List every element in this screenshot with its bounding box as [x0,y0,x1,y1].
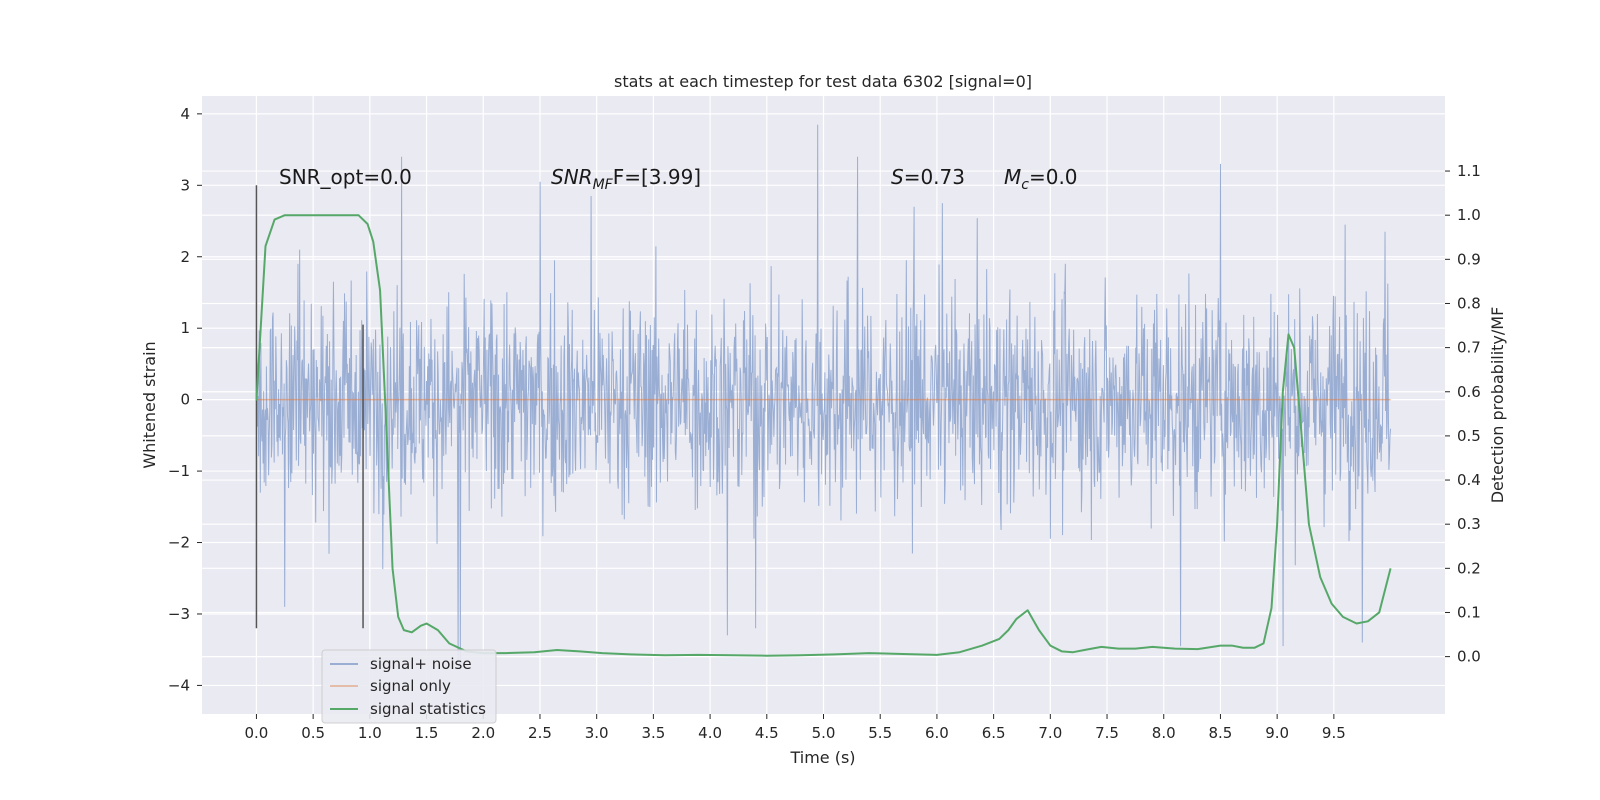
annotation-mc-symbol: M [1004,165,1021,189]
y2-tick-label-8: 0.8 [1457,294,1481,312]
y2-tick-label-4: 0.4 [1457,471,1481,489]
y2-tick-label-5: 0.5 [1457,427,1481,445]
y-axis-label: Whitened strain [140,341,159,468]
x-tick-label-9: 4.5 [755,724,779,742]
x-tick-label-16: 8.0 [1152,724,1176,742]
x-tick-label-10: 5.0 [812,724,836,742]
y2-tick-label-10: 1.0 [1457,206,1481,224]
y2-tick-label-2: 0.2 [1457,559,1481,577]
noise-line [255,124,1392,664]
annotation-s-value: =0.73 [904,165,965,189]
x-tick-label-3: 1.5 [415,724,439,742]
x-axis-ticks: 0.0 0.5 1.0 1.5 2.0 2.5 3.0 3.5 4.0 4.5 5.0 5.5 6.0 6… [245,714,1346,742]
x-tick-label-4: 2.0 [471,724,495,742]
annotation-s: S=0.73 [891,165,965,189]
signal-statistics-series [255,214,1392,657]
y-tick-label-8: 4 [180,105,190,123]
x-tick-label-6: 3.0 [585,724,609,742]
x-tick-label-7: 3.5 [641,724,665,742]
y-tick-label-6: 2 [180,248,190,266]
statistics-line [255,214,1392,657]
legend-label-statistics: signal statistics [370,700,486,718]
x-axis-label: Time (s) [789,748,855,767]
x-tick-label-18: 9.0 [1265,724,1289,742]
annotation-snr-mf-subscript: MF [593,177,614,193]
x-tick-label-17: 8.5 [1209,724,1233,742]
annotation-snr-mf-symbol: SNR [551,165,593,189]
x-tick-label-13: 6.5 [982,724,1006,742]
x-tick-label-1: 0.5 [301,724,325,742]
x-tick-label-11: 5.5 [868,724,892,742]
annotation-snr-mf: SNRMFF=[3.99] [551,165,701,193]
annotation-snr-mf-value: F=[3.99] [613,165,701,189]
annotation-snr-opt: SNR_opt=0.0 [279,165,412,189]
y-tick-label-0: −4 [168,676,190,694]
y-tick-label-1: −3 [168,605,190,623]
x-tick-label-15: 7.5 [1095,724,1119,742]
chart-title: stats at each timestep for test data 630… [614,72,1032,91]
legend-label-noise: signal+ noise [370,655,472,673]
y-axis-ticks: −4 −3 −2 −1 0 1 2 3 4 [168,105,202,694]
annotation-mc-subscript: c [1021,177,1029,193]
x-tick-label-5: 2.5 [528,724,552,742]
legend: signal+ noise signal only signal statist… [321,649,497,724]
x-tick-label-2: 1.0 [358,724,382,742]
y2-tick-label-3: 0.3 [1457,515,1481,533]
y2-tick-label-9: 0.9 [1457,250,1481,268]
y-tick-label-2: −2 [168,534,190,552]
legend-label-signal-only: signal only [370,677,451,695]
annotation-s-symbol: S [891,165,904,189]
x-tick-label-12: 6.0 [925,724,949,742]
y2-tick-label-1: 0.1 [1457,603,1481,621]
y2-tick-label-11: 1.1 [1457,162,1481,180]
annotation-mc: Mc=0.0 [1004,165,1078,193]
x-tick-label-19: 9.5 [1322,724,1346,742]
y-tick-label-7: 3 [180,176,190,194]
x-tick-label-8: 4.0 [698,724,722,742]
vertical-markers [255,185,364,629]
y-tick-label-4: 0 [180,391,190,409]
signal-noise-series [255,124,1392,664]
y2-axis-ticks: 0.0 0.1 0.2 0.3 0.4 0.5 0.6 0.7 0.8 0.9 1.0 1.1 [1445,162,1481,666]
y2-tick-label-6: 0.6 [1457,383,1481,401]
y-tick-label-3: −1 [168,462,190,480]
y2-tick-label-0: 0.0 [1457,648,1481,666]
y-tick-label-5: 1 [180,319,190,337]
legend-box [321,649,497,724]
annotation-mc-value: =0.0 [1029,165,1078,189]
x-tick-label-0: 0.0 [245,724,269,742]
x-tick-label-14: 7.0 [1038,724,1062,742]
y2-tick-label-7: 0.7 [1457,339,1481,357]
y2-axis-label: Detection probability/MF [1488,307,1507,504]
